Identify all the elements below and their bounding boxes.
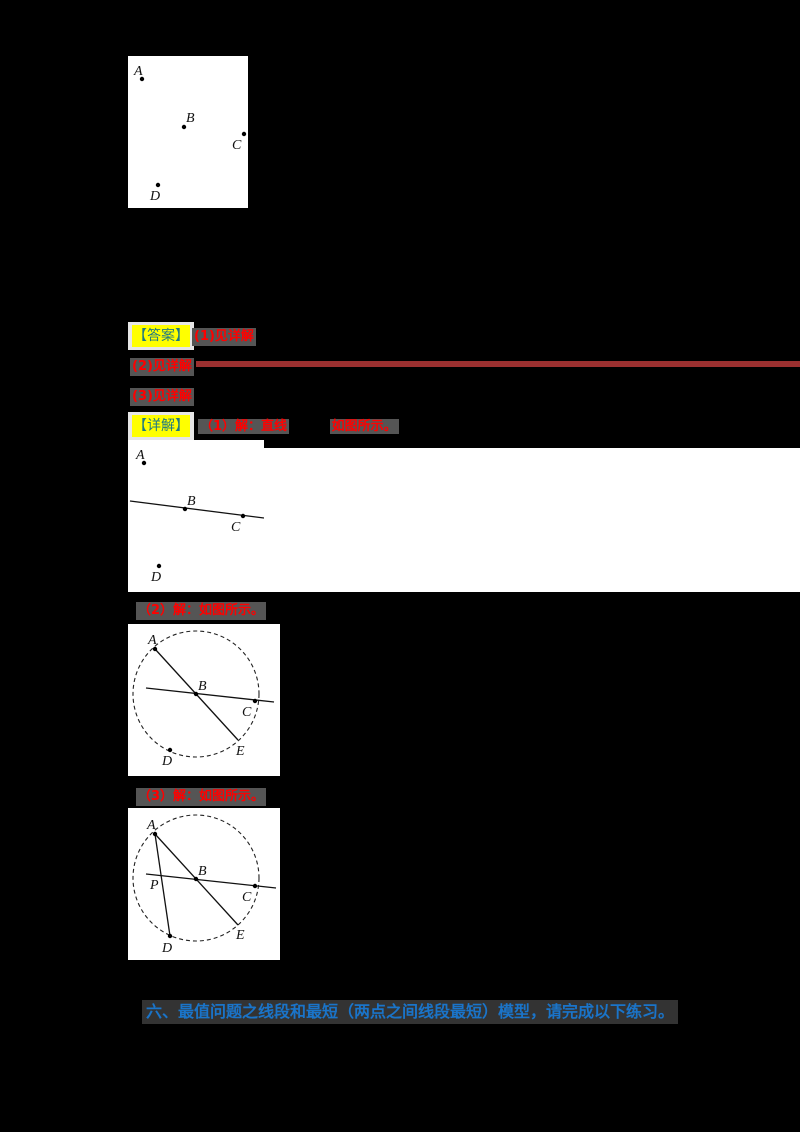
figure-step2-circle: A B C D E bbox=[128, 624, 280, 776]
svg-text:B: B bbox=[198, 864, 207, 879]
svg-text:E: E bbox=[235, 744, 245, 759]
svg-text:D: D bbox=[149, 189, 160, 204]
solution-step2-text: （2）解：如图所示。 bbox=[136, 602, 267, 620]
solution-step3-text: （3）解：如图所示。 bbox=[136, 788, 267, 806]
svg-text:D: D bbox=[161, 754, 172, 769]
svg-text:C: C bbox=[242, 890, 252, 905]
step1-line-name: BC bbox=[299, 419, 320, 434]
line-bc-diagram: A B C D bbox=[129, 448, 264, 585]
figure-step1-white-band bbox=[263, 448, 800, 592]
circle-diagram: A B C D E bbox=[132, 630, 275, 769]
solution-step1-text: （1）解：直线 BC 如图所示。 bbox=[196, 418, 401, 436]
svg-text:B: B bbox=[198, 679, 207, 694]
svg-text:A: A bbox=[146, 818, 156, 833]
svg-text:B: B bbox=[186, 111, 195, 126]
svg-text:A: A bbox=[133, 64, 143, 79]
svg-text:A: A bbox=[147, 633, 157, 648]
figure-original-points: A B C D bbox=[128, 56, 248, 208]
svg-text:A: A bbox=[135, 448, 145, 463]
svg-text:D: D bbox=[150, 570, 161, 585]
svg-text:C: C bbox=[232, 138, 242, 153]
svg-text:D: D bbox=[161, 941, 172, 956]
solution-tag: 【详解】 bbox=[128, 412, 194, 440]
figure-step1-line-bc: A B C D bbox=[128, 440, 264, 592]
section-heading: 六、最值问题之线段和最短（两点之间线段最短）模型，请完成以下练习。 bbox=[142, 1000, 679, 1024]
svg-text:P: P bbox=[149, 878, 159, 893]
step1-prefix: （1）解：直线 bbox=[198, 419, 290, 434]
answer-tag: 【答案】 bbox=[128, 322, 194, 350]
step1-suffix: 如图所示。 bbox=[329, 419, 399, 434]
figure-step3-circle: A B C D E P bbox=[128, 808, 280, 960]
svg-text:B: B bbox=[187, 494, 196, 509]
circle-path-diagram: A B C D E P bbox=[132, 814, 277, 956]
points-diagram: A B C D bbox=[133, 64, 247, 204]
svg-text:E: E bbox=[235, 928, 245, 943]
answer-tag-label: 【答案】 bbox=[132, 325, 190, 347]
divider-line bbox=[196, 361, 800, 367]
solution-tag-label: 【详解】 bbox=[132, 415, 190, 437]
answer-item-3: (3)见详解 bbox=[130, 388, 194, 406]
svg-text:C: C bbox=[242, 705, 252, 720]
answer-item-1: (1)见详解 bbox=[192, 328, 256, 346]
answer-item-2: (2)见详解 bbox=[130, 358, 194, 376]
svg-text:C: C bbox=[231, 520, 241, 535]
